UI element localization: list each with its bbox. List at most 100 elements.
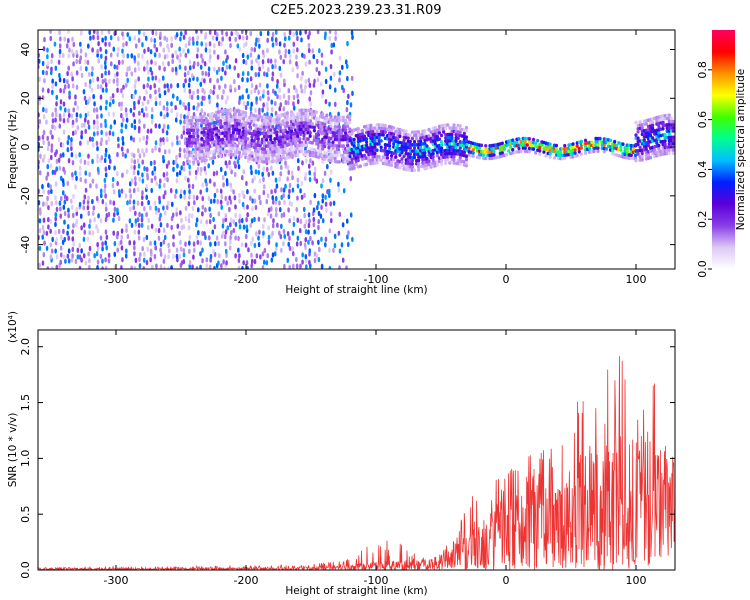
spectrogram-noise-cell <box>199 240 202 246</box>
spectrogram-noise-cell <box>196 35 200 41</box>
spectrogram-noise-cell <box>54 216 58 222</box>
spectrogram-noise-cell <box>154 30 158 37</box>
colorbar-label: Normalized spectral amplitude <box>735 69 747 230</box>
spectrogram-noise-cell <box>341 64 344 70</box>
spectrogram-noise-cell <box>47 217 50 223</box>
spectrogram-noise-cell <box>308 170 311 176</box>
spectrogram-noise-cell <box>165 204 169 211</box>
spectrogram-noise-cell <box>288 53 292 59</box>
spectrogram-noise-cell <box>253 47 257 53</box>
spectrogram-noise-cell <box>266 253 270 259</box>
spectrogram-noise-cell <box>213 241 217 247</box>
spectrogram-noise-cell <box>99 105 103 111</box>
spectrogram-noise-cell <box>136 187 140 193</box>
spectrogram-band-cell <box>289 110 294 114</box>
spectrogram-band-cell <box>479 143 484 148</box>
spectrogram-band-cell <box>190 153 194 158</box>
spectrogram-noise-cell <box>242 100 246 107</box>
spectrogram-band-cell <box>350 160 354 165</box>
spectrogram-noise-cell <box>266 83 269 89</box>
spectrogram-band-cell <box>671 126 675 130</box>
spectrogram-noise-cell <box>212 89 215 96</box>
spectrogram-noise-cell <box>60 234 63 241</box>
spectrogram-noise-cell <box>104 147 108 154</box>
spectrogram-band-cell <box>373 126 377 130</box>
spectrogram-noise-cell <box>184 241 187 247</box>
spectrogram-noise-cell <box>70 204 74 210</box>
spectrogram-band-cell <box>477 155 482 160</box>
spectrogram-noise-cell <box>162 239 166 245</box>
spectrogram-noise-cell <box>88 230 92 236</box>
spectrogram-noise-cell <box>70 71 73 77</box>
spectrogram-band-cell <box>281 154 285 158</box>
spectrogram-noise-cell <box>144 35 148 41</box>
spectrogram-noise-cell <box>136 217 140 223</box>
spectrogram-noise-cell <box>159 264 163 269</box>
spectrogram-noise-cell <box>51 89 54 95</box>
spectrogram-noise-cell <box>220 75 223 81</box>
spectrogram-noise-cell <box>58 72 61 79</box>
spectrogram-noise-cell <box>67 207 70 213</box>
spectrogram-noise-cell <box>307 77 311 84</box>
spectrogram-noise-cell <box>134 176 137 182</box>
spectrogram-noise-cell <box>249 222 253 229</box>
spectrogram-noise-cell <box>130 53 134 59</box>
spectrogram-band-cell <box>625 146 629 151</box>
spectrogram-noise-cell <box>204 47 208 53</box>
spectrogram-noise-cell <box>254 107 257 113</box>
spectrogram-noise-cell <box>283 233 287 240</box>
spectrogram-noise-cell <box>279 171 283 177</box>
spectrogram-noise-cell <box>278 87 281 93</box>
spectrogram-noise-cell <box>142 31 146 37</box>
spectrogram-noise-cell <box>157 207 161 213</box>
spectrogram-noise-cell <box>217 40 221 47</box>
spectrogram-noise-cell <box>196 207 200 213</box>
spectrogram-noise-cell <box>262 166 266 172</box>
spectrogram-band-cell <box>452 154 456 159</box>
spectrogram-noise-cell <box>200 53 203 59</box>
spectrogram-band-cell <box>217 113 221 117</box>
spectrogram-noise-cell <box>183 114 186 120</box>
spectrogram-noise-cell <box>203 78 206 84</box>
spectrogram-noise-cell <box>224 99 228 105</box>
spectrogram-band-cell <box>583 138 588 143</box>
spectrogram-noise-cell <box>292 105 296 111</box>
spectrogram-noise-cell <box>240 30 244 35</box>
spectrogram-noise-cell <box>295 257 298 263</box>
spectrogram-noise-cell <box>307 222 311 229</box>
spectrogram-noise-cell <box>47 182 50 188</box>
spectrogram-noise-cell <box>225 178 229 184</box>
spectrogram-noise-cell <box>292 41 296 47</box>
snr-ytick-label: 0.0 <box>19 561 32 579</box>
spectrogram-noise-cell <box>88 71 91 78</box>
spectrogram-noise-cell <box>313 78 316 84</box>
spectrogram-noise-cell <box>266 90 270 96</box>
spectrogram-noise-cell <box>292 48 295 54</box>
spectrogram-band-cell <box>285 149 289 154</box>
spectrogram-noise-cell <box>191 36 195 42</box>
snr-multiplier-label: (x10⁴) <box>7 311 19 343</box>
spectrogram-band-cell <box>608 138 613 143</box>
spectrogram-noise-cell <box>199 166 203 173</box>
spectrogram-noise-cell <box>162 123 166 129</box>
spectrogram-noise-cell <box>63 219 66 225</box>
spectrogram-noise-cell <box>187 82 191 88</box>
spectrogram-noise-cell <box>304 172 308 178</box>
spectrogram-band-cell <box>341 115 346 120</box>
spectrogram-noise-cell <box>51 78 54 84</box>
spectrogram-noise-cell <box>350 75 354 82</box>
spectrogram-noise-cell <box>113 165 116 171</box>
spectrogram-band-cell <box>394 155 398 159</box>
spectrogram-noise-cell <box>46 171 50 177</box>
spectrogram-band-cell <box>358 164 362 168</box>
spectrogram-band-cell <box>417 168 421 172</box>
spectrogram-noise-cell <box>141 190 144 196</box>
spectrogram-noise-cell <box>75 49 78 55</box>
spectrogram-band-cell <box>258 127 262 132</box>
spectrogram-noise-cell <box>105 139 108 146</box>
spectrogram-noise-cell <box>282 93 286 99</box>
spectrogram-noise-cell <box>137 222 141 229</box>
spectrogram-noise-cell <box>271 223 275 229</box>
spectrogram-noise-cell <box>323 170 327 176</box>
spectrogram-noise-cell <box>82 199 86 205</box>
